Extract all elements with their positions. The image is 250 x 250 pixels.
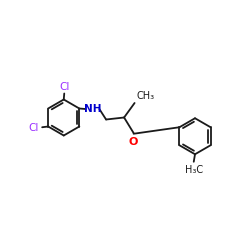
Text: Cl: Cl	[28, 123, 39, 133]
Text: O: O	[128, 138, 138, 147]
Text: CH₃: CH₃	[136, 91, 155, 101]
Text: NH: NH	[84, 104, 101, 114]
Text: H₃C: H₃C	[185, 165, 203, 175]
Text: Cl: Cl	[60, 82, 70, 92]
